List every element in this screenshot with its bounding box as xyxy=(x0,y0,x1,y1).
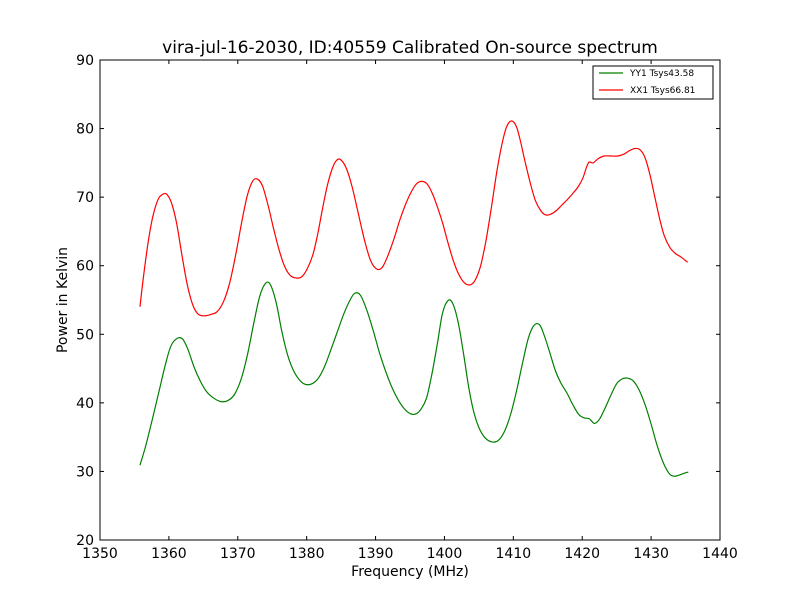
x-tick-label: 1440 xyxy=(702,546,738,562)
series-lines xyxy=(139,120,689,477)
y-tick-label: 70 xyxy=(76,190,94,206)
legend-label-yy1: YY1 Tsys43.58 xyxy=(629,69,694,79)
chart-title: vira-jul-16-2030, ID:40559 Calibrated On… xyxy=(162,38,658,58)
y-tick-label: 60 xyxy=(76,259,94,275)
legend-box xyxy=(592,65,714,100)
y-tick-label: 30 xyxy=(76,464,94,480)
y-axis-label: Power in Kelvin xyxy=(55,247,71,353)
series-line-xx1 xyxy=(139,120,688,317)
x-axis-label: Frequency (MHz) xyxy=(351,564,469,580)
y-tick-label: 50 xyxy=(76,327,94,343)
x-tick-label: 1370 xyxy=(220,546,256,562)
x-tick-label: 1420 xyxy=(564,546,600,562)
y-axis: 20 30 40 50 60 70 80 90 xyxy=(76,53,720,549)
x-axis: 1350 1360 1370 1380 1390 1400 1410 1420 1430 1440 xyxy=(82,60,738,562)
x-tick-label: 1350 xyxy=(82,546,118,562)
x-tick-label: 1400 xyxy=(427,546,463,562)
y-tick-label: 40 xyxy=(76,396,94,412)
x-tick-label: 1430 xyxy=(633,546,669,562)
x-tick-label: 1380 xyxy=(289,546,325,562)
legend: YY1 Tsys43.58 XX1 Tsys66.81 xyxy=(592,65,714,100)
plot-area xyxy=(99,59,721,541)
x-tick-label: 1390 xyxy=(358,546,394,562)
x-tick-label: 1410 xyxy=(496,546,532,562)
series-line-yy1 xyxy=(139,281,689,477)
y-tick-label: 20 xyxy=(76,533,94,549)
x-tick-label: 1360 xyxy=(151,546,187,562)
legend-label-xx1: XX1 Tsys66.81 xyxy=(630,86,695,96)
y-tick-label: 80 xyxy=(76,122,94,138)
y-tick-label: 90 xyxy=(76,53,94,69)
